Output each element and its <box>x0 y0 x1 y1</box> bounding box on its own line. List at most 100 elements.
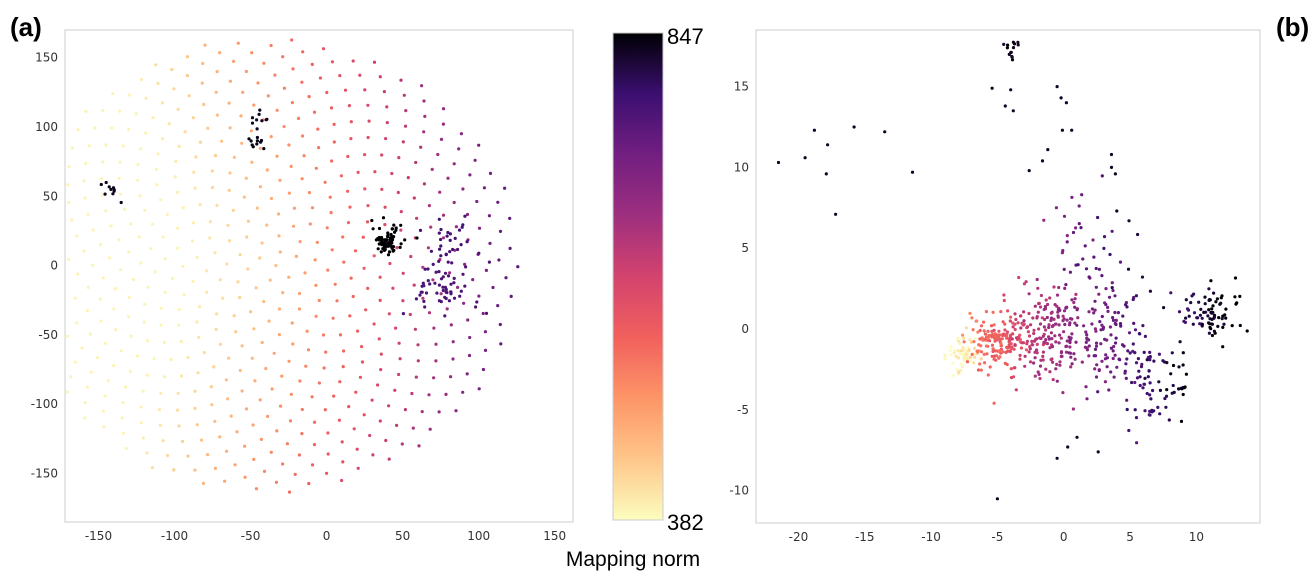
scatter-point <box>340 478 344 483</box>
scatter-point <box>422 299 426 303</box>
scatter-point <box>1207 321 1211 325</box>
scatter-point <box>1181 392 1185 397</box>
scatter-point <box>218 435 222 439</box>
scatter-point <box>165 212 169 216</box>
scatter-point <box>1131 297 1135 302</box>
y-tick-label: 150 <box>35 51 58 65</box>
scatter-point <box>1051 378 1055 382</box>
scatter-point <box>101 160 105 164</box>
scatter-point <box>1060 128 1064 132</box>
scatter-point <box>176 107 180 111</box>
scatter-point <box>1041 354 1045 358</box>
scatter-point <box>99 319 103 323</box>
scatter-point <box>452 276 456 280</box>
scatter-point <box>82 249 86 253</box>
scatter-point <box>191 116 195 120</box>
scatter-point <box>446 274 451 278</box>
scatter-point <box>266 414 270 418</box>
scatter-point <box>69 375 73 379</box>
scatter-point <box>260 119 264 123</box>
scatter-point <box>1126 267 1131 271</box>
scatter-point <box>1093 367 1097 371</box>
scatter-point <box>431 278 435 282</box>
scatter-point <box>1131 349 1135 353</box>
scatter-point <box>484 268 488 272</box>
scatter-point <box>451 247 455 252</box>
scatter-point <box>1052 285 1056 289</box>
scatter-point <box>1044 338 1048 342</box>
scatter-point <box>162 375 167 379</box>
scatter-point <box>427 393 431 397</box>
scatter-point <box>504 276 508 280</box>
scatter-point <box>441 288 445 293</box>
y-tick-label: 0 <box>741 322 749 336</box>
scatter-point <box>83 196 87 200</box>
scatter-point <box>201 61 205 66</box>
scatter-point <box>192 170 196 174</box>
scatter-point <box>1118 260 1123 264</box>
scatter-point <box>250 160 254 164</box>
scatter-point <box>104 180 108 185</box>
scatter-point <box>124 446 128 451</box>
scatter-point <box>1125 357 1129 361</box>
scatter-point <box>240 141 244 145</box>
scatter-point <box>1221 325 1225 329</box>
scatter-point <box>363 187 367 191</box>
scatter-point <box>1080 360 1084 364</box>
scatter-point <box>377 337 381 341</box>
scatter-point <box>958 352 963 356</box>
scatter-point <box>371 227 375 231</box>
scatter-point <box>145 339 150 343</box>
scatter-point <box>1036 310 1040 314</box>
scatter-point <box>445 234 449 238</box>
scatter-point <box>1216 324 1220 328</box>
scatter-point <box>381 240 385 244</box>
scatter-point <box>1211 304 1215 308</box>
scatter-point <box>420 410 424 414</box>
scatter-point <box>1013 343 1017 347</box>
scatter-point <box>262 299 266 304</box>
scatter-point <box>445 307 449 311</box>
scatter-point <box>101 409 106 413</box>
scatter-point <box>159 323 163 327</box>
scatter-point <box>447 299 451 303</box>
scatter-point <box>1018 338 1022 342</box>
scatter-point <box>272 351 276 355</box>
scatter-point <box>1068 321 1072 325</box>
scatter-point <box>439 237 443 242</box>
scatter-point <box>1055 362 1059 366</box>
scatter-point <box>250 121 255 125</box>
scatter-point <box>1068 351 1073 355</box>
scatter-point <box>1032 328 1036 332</box>
scatter-point <box>259 138 264 143</box>
scatter-point <box>1073 297 1077 301</box>
scatter-point <box>439 277 444 281</box>
scatter-point <box>1100 314 1104 319</box>
scatter-point <box>1125 398 1129 402</box>
scatter-point <box>1118 358 1122 362</box>
scatter-point <box>227 188 231 192</box>
scatter-point <box>1004 350 1008 354</box>
scatter-point <box>1102 246 1106 250</box>
scatter-point <box>323 408 327 412</box>
scatter-point <box>213 419 217 423</box>
scatter-point <box>1035 277 1039 282</box>
scatter-point <box>236 280 240 284</box>
scatter-point <box>176 391 180 395</box>
scatter-point <box>465 212 470 217</box>
y-tick-label: -10 <box>729 484 749 498</box>
scatter-point <box>247 137 251 141</box>
scatter-point <box>307 481 311 486</box>
scatter-point <box>232 59 236 64</box>
y-tick-label: 5 <box>741 241 749 255</box>
scatter-point <box>310 395 314 399</box>
scatter-point <box>376 383 380 387</box>
scatter-point <box>310 62 314 66</box>
scatter-point <box>372 60 377 64</box>
scatter-point <box>1111 316 1115 320</box>
scatter-point <box>104 143 108 147</box>
scatter-point <box>419 290 423 294</box>
scatter-point <box>84 161 88 165</box>
scatter-point <box>190 239 195 243</box>
scatter-point <box>1065 234 1069 238</box>
